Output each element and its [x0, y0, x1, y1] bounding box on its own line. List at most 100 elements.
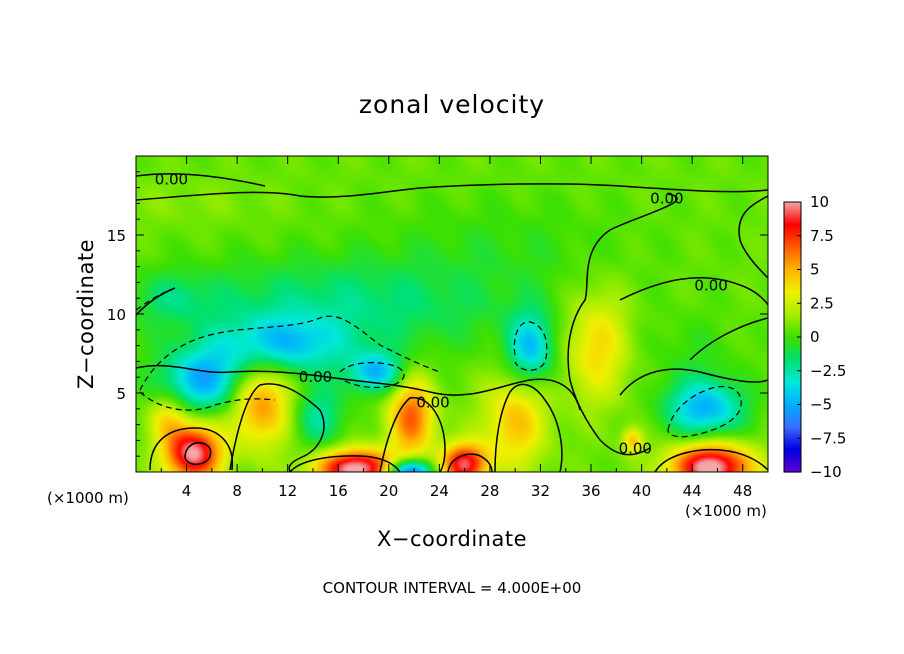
x-tick-label: 28 — [480, 482, 499, 500]
colorbar-swatch — [784, 269, 801, 272]
colorbar-swatch — [784, 325, 801, 328]
colorbar-swatch — [784, 433, 801, 436]
colorbar-swatch — [784, 283, 801, 286]
colorbar-swatch — [784, 445, 801, 448]
colorbar-swatch — [784, 419, 801, 422]
x-tick-label: 44 — [683, 482, 702, 500]
x-unit-left: (×1000 m) — [47, 489, 129, 507]
colorbar-tick-label: 0 — [810, 328, 820, 346]
contour-negative-right-lower — [667, 386, 742, 438]
colorbar-swatch — [784, 291, 801, 294]
x-tick-label: 32 — [531, 482, 550, 500]
colorbar-swatch — [784, 299, 801, 303]
contour-positive-left-blob — [149, 427, 234, 471]
x-tick-label: 24 — [430, 482, 449, 500]
colorbar-swatch — [784, 271, 801, 274]
contour-interval-note: CONTOUR INTERVAL = 4.000E+00 — [323, 579, 582, 597]
colorbar-swatch — [784, 223, 801, 227]
colorbar-swatch — [784, 252, 801, 255]
contour-label: 0.00 — [416, 393, 449, 411]
contour-zero-lower-right — [619, 368, 768, 396]
colorbar-swatch — [784, 256, 801, 259]
colorbar-swatch — [784, 470, 801, 473]
colorbar-tick-label: 5 — [810, 261, 820, 279]
colorbar-swatch — [784, 387, 801, 390]
colorbar-swatch — [784, 460, 801, 463]
colorbar-swatch — [784, 374, 801, 377]
contour-zero-right-bump — [689, 317, 768, 361]
colorbar-swatch — [784, 362, 801, 365]
y-axis-title: Z−coordinate — [74, 239, 98, 389]
colorbar-swatch — [784, 406, 801, 409]
colorbar-swatch — [784, 396, 801, 399]
colorbar-swatch — [784, 240, 801, 244]
colorbar-swatch — [784, 316, 801, 320]
contour-zero-right-mid — [619, 277, 768, 306]
colorbar-swatch — [784, 434, 801, 438]
colorbar-swatch — [784, 313, 801, 316]
colorbar-swatch — [784, 239, 801, 242]
contour-zero-top-left — [136, 173, 266, 187]
contour-lines — [136, 173, 768, 472]
colorbar-tick-label: −10 — [810, 463, 842, 481]
colorbar-swatch — [784, 335, 801, 338]
colorbar-swatch — [784, 225, 801, 228]
colorbar-tick-label: 7.5 — [810, 227, 834, 245]
colorbar-swatch — [784, 237, 801, 240]
colorbar-swatch — [784, 202, 801, 205]
colorbar-swatch — [784, 409, 801, 412]
contour-zero-mid-left — [136, 287, 176, 316]
colorbar-swatch — [784, 279, 801, 282]
colorbar-swatch — [784, 407, 801, 411]
colorbar-swatch — [784, 281, 801, 284]
colorbar-swatch — [784, 370, 801, 374]
colorbar-swatch — [784, 352, 801, 355]
colorbar-swatch — [784, 232, 801, 235]
colorbar-swatch — [784, 234, 801, 237]
colorbar-swatch — [784, 321, 801, 325]
x-axis-title: X−coordinate — [377, 527, 527, 551]
contour-label: 0.00 — [694, 277, 727, 295]
colorbar-swatch — [784, 367, 801, 370]
colorbar-swatch — [784, 423, 801, 426]
colorbar-swatch — [784, 303, 801, 306]
contour-label: 0.00 — [299, 368, 332, 386]
x-tick-label: 12 — [278, 482, 297, 500]
colorbar-swatch — [784, 389, 801, 392]
colorbar-swatch — [784, 404, 801, 407]
colorbar-swatch — [784, 229, 801, 232]
colorbar-tick-label: −7.5 — [810, 429, 846, 447]
colorbar-swatch — [784, 446, 801, 449]
colorbar-swatch — [784, 304, 801, 308]
contour-zero-right-top — [738, 195, 768, 279]
colorbar-swatch — [784, 342, 801, 345]
colorbar-swatch — [784, 416, 801, 419]
colorbar-swatch — [784, 375, 801, 379]
x-unit-right: (×1000 m) — [685, 502, 767, 520]
contour-zero-top — [136, 183, 768, 201]
colorbar-swatch — [784, 207, 801, 210]
colorbar-swatch — [784, 385, 801, 389]
contour-negative-upper-left — [136, 289, 173, 311]
colorbar-swatch — [784, 301, 801, 304]
colorbar-swatch — [784, 227, 801, 230]
contour-negative-left-lower — [139, 391, 276, 411]
contour-zero-right-column — [567, 193, 678, 456]
colorbar-swatch — [784, 296, 801, 299]
colorbar-swatch — [784, 318, 801, 321]
colorbar-swatch — [784, 353, 801, 357]
colorbar-swatch — [784, 436, 801, 439]
colorbar-swatch — [784, 401, 801, 404]
colorbar-swatch — [784, 213, 801, 217]
colorbar-swatch — [784, 441, 801, 444]
colorbar-tick-label: 10 — [810, 193, 829, 211]
colorbar-swatch — [784, 456, 801, 460]
x-axis-ticks: 4 8 12 16 20 24 28 32 36 40 44 48 — [160, 156, 752, 500]
colorbar-swatch — [784, 379, 801, 382]
colorbar-swatch — [784, 266, 801, 269]
contour-negative-right-center — [513, 321, 548, 371]
colorbar-swatch — [784, 391, 801, 394]
contour-positive-right-plume — [494, 383, 563, 472]
colorbar: 10 7.5 5 2.5 0 −2.5 −5 −7.5 −10 — [783, 193, 846, 481]
